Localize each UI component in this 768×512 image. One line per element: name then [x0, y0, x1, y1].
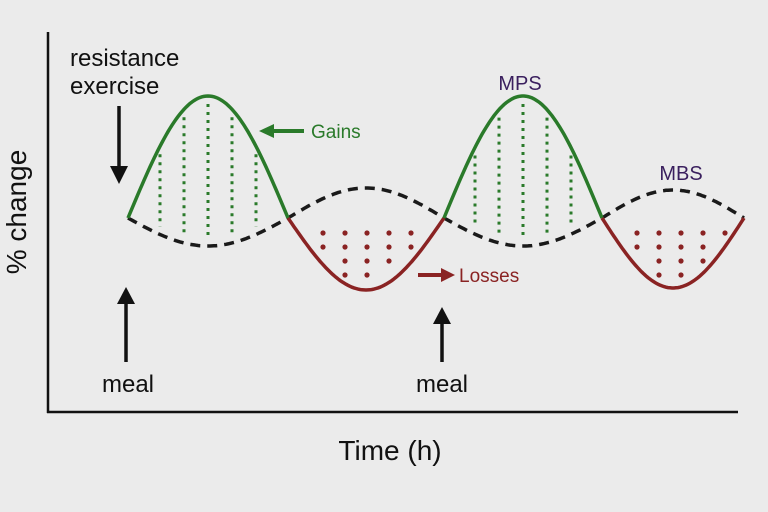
losses-dot: [386, 244, 392, 250]
losses-dot: [656, 258, 662, 264]
gains-region: [158, 104, 573, 238]
losses-dot: [364, 272, 370, 278]
losses-dot: [386, 230, 392, 236]
losses-dot: [656, 230, 662, 236]
right-arrow-icon: [418, 268, 455, 282]
mps-curve-loss-segment: [286, 217, 446, 292]
meal-label: meal: [102, 371, 154, 398]
losses-dot: [408, 230, 414, 236]
losses-dot: [634, 230, 640, 236]
losses-dot: [656, 244, 662, 250]
losses-dot: [656, 272, 662, 278]
meal-label: meal: [416, 371, 468, 398]
losses-dot: [700, 258, 706, 264]
mps-curve-loss-segment: [600, 217, 746, 290]
losses-dot: [678, 230, 684, 236]
losses-dot: [700, 230, 706, 236]
losses-dot: [408, 244, 414, 250]
x-axis-label: Time (h): [338, 435, 441, 466]
losses-dot: [342, 272, 348, 278]
losses-dot: [342, 244, 348, 250]
up-arrow-icon: [117, 287, 135, 362]
left-arrow-icon: [259, 124, 304, 138]
mps-curve-gain-segment: [126, 94, 290, 219]
losses-dot: [342, 258, 348, 264]
mps-label: MPS: [498, 73, 541, 95]
axes: [46, 32, 738, 414]
losses-dot: [634, 244, 640, 250]
losses-dot: [678, 272, 684, 278]
down-arrow-icon: [110, 106, 128, 184]
losses-dot: [700, 244, 706, 250]
mbs-label: MBS: [659, 163, 702, 185]
losses-label: Losses: [459, 266, 519, 287]
losses-dot: [678, 258, 684, 264]
trigger-label-line-1: resistance: [70, 45, 179, 72]
trigger-label: resistance exercise: [70, 45, 186, 100]
y-axis-label: % change: [1, 150, 32, 275]
losses-dot: [320, 244, 326, 250]
losses-dot: [364, 230, 370, 236]
losses-dot: [320, 230, 326, 236]
losses-dot: [364, 258, 370, 264]
losses-region: [320, 230, 728, 278]
losses-dot: [364, 244, 370, 250]
mbs-curve: [127, 186, 745, 248]
gains-label: Gains: [311, 122, 361, 143]
losses-dot: [722, 230, 728, 236]
trigger-label-line-2: exercise: [70, 73, 159, 100]
losses-dot: [386, 258, 392, 264]
losses-dot: [342, 230, 348, 236]
mps-curve-gain-segment: [442, 94, 604, 219]
up-arrow-icon: [433, 307, 451, 362]
losses-dot: [678, 244, 684, 250]
